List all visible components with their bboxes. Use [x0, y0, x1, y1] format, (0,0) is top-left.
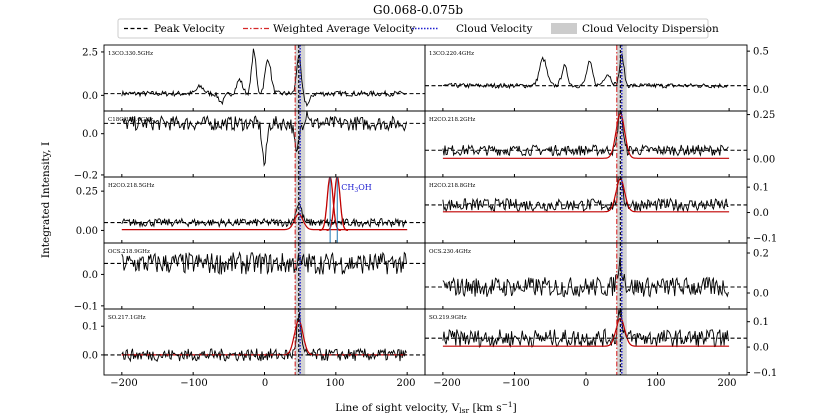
panel-label-p8: OCS.230.4GHz: [429, 249, 471, 255]
annotation-label-p5: CH3OH: [341, 183, 371, 194]
panel-frame-p7: [103, 242, 426, 310]
panel-label-p10: SO.219.9GHz: [429, 315, 467, 321]
fit-p6: [442, 178, 730, 213]
panel-frame-p9: [103, 308, 426, 376]
panel-label-p6: H2CO.218.8GHz: [429, 183, 475, 189]
x-axis-label-unit: [km s: [469, 402, 501, 414]
xtick-label-left-4: 200: [396, 378, 415, 389]
y-axis-label: Integrated Intensity, I: [40, 142, 52, 258]
ytick-label-p8-0: 0.0: [753, 289, 769, 300]
ytick-label-p7-0: 0.0: [82, 270, 98, 281]
legend-weighted-label: Weighted Average Velocity: [273, 23, 415, 35]
panel-label-p9: SO.217.1GHz: [108, 315, 146, 321]
ytick-label-p6-1: 0.0: [753, 208, 769, 219]
ytick-label-p1-1: 2.5: [82, 47, 98, 58]
ytick-label-p1-0: 0.0: [82, 91, 98, 102]
ytick-label-p6-0: −0.1: [753, 233, 777, 244]
ytick-label-p5-0: 0.00: [76, 226, 98, 237]
spectrum-p1: [121, 48, 407, 108]
panel-p6: [425, 177, 747, 243]
spectrum-p6: [442, 177, 729, 213]
ytick-label-p5-1: 0.25: [76, 187, 98, 198]
x-axis-label-subscript: lsr: [459, 406, 469, 415]
spectrum-p2: [442, 53, 729, 90]
annotation-label-part1: CH: [341, 183, 354, 192]
annotation-label-sub: 3: [354, 187, 358, 194]
ytick-label-p4-1: 0.25: [753, 110, 775, 121]
legend-dispersion-swatch: [551, 23, 577, 34]
spectrum-p4: [442, 111, 729, 157]
fit-p4: [442, 112, 730, 159]
panel-p4: [425, 111, 747, 177]
xtick-label-left-3: 100: [325, 378, 344, 389]
spectrum-p7: [121, 251, 407, 275]
ytick-label-p2-0: 0.0: [753, 85, 769, 96]
panel-label-p5: H2CO.218.5GHz: [108, 183, 154, 189]
panel-frame-p8: [424, 242, 748, 310]
panel-label-p3: C18O.329.6GHz: [108, 117, 153, 123]
xtick-label-right-2: 0: [583, 378, 589, 389]
legend-dispersion-label: Cloud Velocity Dispersion: [582, 23, 719, 35]
ytick-label-p10-2: 0.1: [753, 317, 769, 328]
fit-p5: [121, 213, 408, 231]
ytick-label-p9-1: 0.1: [82, 322, 98, 333]
panel-p3: [104, 111, 425, 177]
xtick-label-left-1: −100: [180, 378, 207, 389]
ytick-label-p10-0: −0.1: [753, 368, 777, 379]
panel-p1: [104, 45, 425, 111]
ytick-label-p3-1: −0.2: [74, 170, 98, 181]
panel-p2: [425, 45, 747, 111]
x-tick-labels-left: −200 −100 0 100 200: [110, 378, 415, 389]
panel-p5: [104, 177, 425, 243]
annotation-label-part2: OH: [358, 183, 372, 192]
spectrum-p9: [121, 312, 407, 363]
chart-title: G0.068-0.075b: [373, 3, 463, 17]
x-tick-labels-right: −200 −100 0 100 200: [433, 378, 736, 389]
ytick-label-p4-0: 0.00: [753, 155, 775, 166]
ytick-label-p9-0: 0.0: [82, 350, 98, 361]
panel-label-p2: 13CO.220.4GHz: [429, 51, 474, 57]
x-axis-label: Line of sight velocity, Vlsr [km s−1]: [335, 400, 517, 415]
ytick-label-p3-0: 0.0: [82, 129, 98, 140]
spectrum-p10: [442, 309, 729, 348]
panel-p10: [425, 309, 747, 375]
panel-p9: [104, 309, 425, 375]
fit-p10: [442, 317, 730, 347]
xtick-label-right-3: 100: [646, 378, 665, 389]
spectrum-p5: [121, 202, 407, 229]
panel-label-p7: OCS.218.9GHz: [108, 249, 150, 255]
panel-label-p1: 13CO.330.5GHz: [108, 51, 153, 57]
ytick-label-p7-1: −0.1: [74, 301, 98, 312]
x-axis-label-main: Line of sight velocity, V: [335, 402, 459, 414]
legend: Peak Velocity Weighted Average Velocity …: [117, 18, 719, 39]
legend-peak-label: Peak Velocity: [154, 23, 225, 35]
panel-p7: [104, 243, 425, 309]
xtick-label-right-1: −100: [502, 378, 529, 389]
x-axis-label-exponent: −1: [502, 400, 513, 409]
xtick-label-left-0: −200: [110, 378, 137, 389]
ytick-label-p2-1: 0.5: [753, 47, 769, 58]
panel-p8: [425, 243, 747, 309]
x-axis-label-close: ]: [513, 402, 517, 414]
xtick-label-right-4: 200: [717, 378, 736, 389]
spectrum-p8: [442, 256, 729, 298]
ytick-label-p10-1: 0.0: [753, 343, 769, 354]
panel-label-p4: H2CO.218.2GHz: [429, 117, 475, 123]
spectrum-p3: [121, 111, 407, 167]
xtick-label-left-2: 0: [262, 378, 268, 389]
legend-cloud-label: Cloud Velocity: [456, 23, 533, 35]
ytick-label-p6-2: 0.1: [753, 183, 769, 194]
ytick-label-p8-1: 0.2: [753, 249, 769, 260]
xtick-label-right-0: −200: [433, 378, 460, 389]
